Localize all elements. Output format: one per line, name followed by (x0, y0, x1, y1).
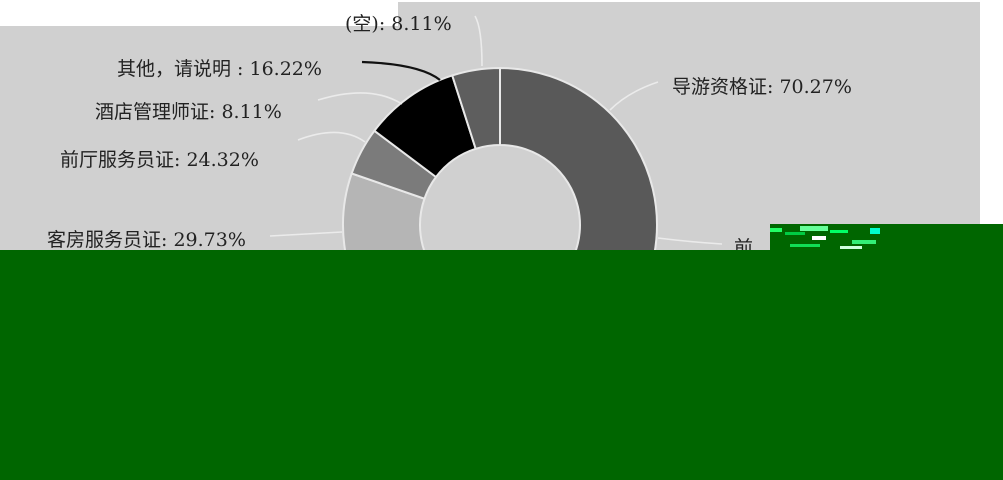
slice-label-3: 前厅服务员证: 24.32% (60, 149, 259, 171)
noise-patch-8 (840, 246, 862, 249)
noise-patch-3 (812, 236, 826, 240)
leader-line-5 (361, 60, 441, 81)
leader-lines (269, 15, 723, 245)
donut-slice-6 (450, 66, 501, 151)
slice-label-6: (空): 8.11% (345, 13, 452, 35)
noise-patch-0 (770, 228, 782, 232)
noise-patch-1 (785, 232, 805, 235)
slice-label-5: 其他，请说明 : 16.22% (117, 58, 322, 80)
occlusion-block (0, 224, 1003, 480)
leader-line-4 (317, 92, 403, 105)
occlusion-bottom (0, 250, 1003, 480)
slice-label-2: 客房服务员证: 29.73% (47, 229, 246, 251)
plot-area-left (0, 26, 400, 266)
noise-patch-2 (800, 226, 828, 231)
noise-patch-7 (790, 244, 820, 247)
leader-line-6 (474, 15, 483, 67)
noise-patch-6 (870, 228, 880, 234)
noise-patch-4 (830, 230, 848, 233)
leader-line-1 (657, 237, 723, 245)
leader-line-3 (297, 131, 366, 143)
leader-line-2 (269, 231, 343, 237)
slice-label-0: 导游资格证: 70.27% (672, 76, 852, 98)
noise-patch-5 (852, 240, 876, 244)
leader-line-0 (609, 81, 659, 111)
slice-label-4: 酒店管理师证: 8.11% (95, 101, 282, 123)
